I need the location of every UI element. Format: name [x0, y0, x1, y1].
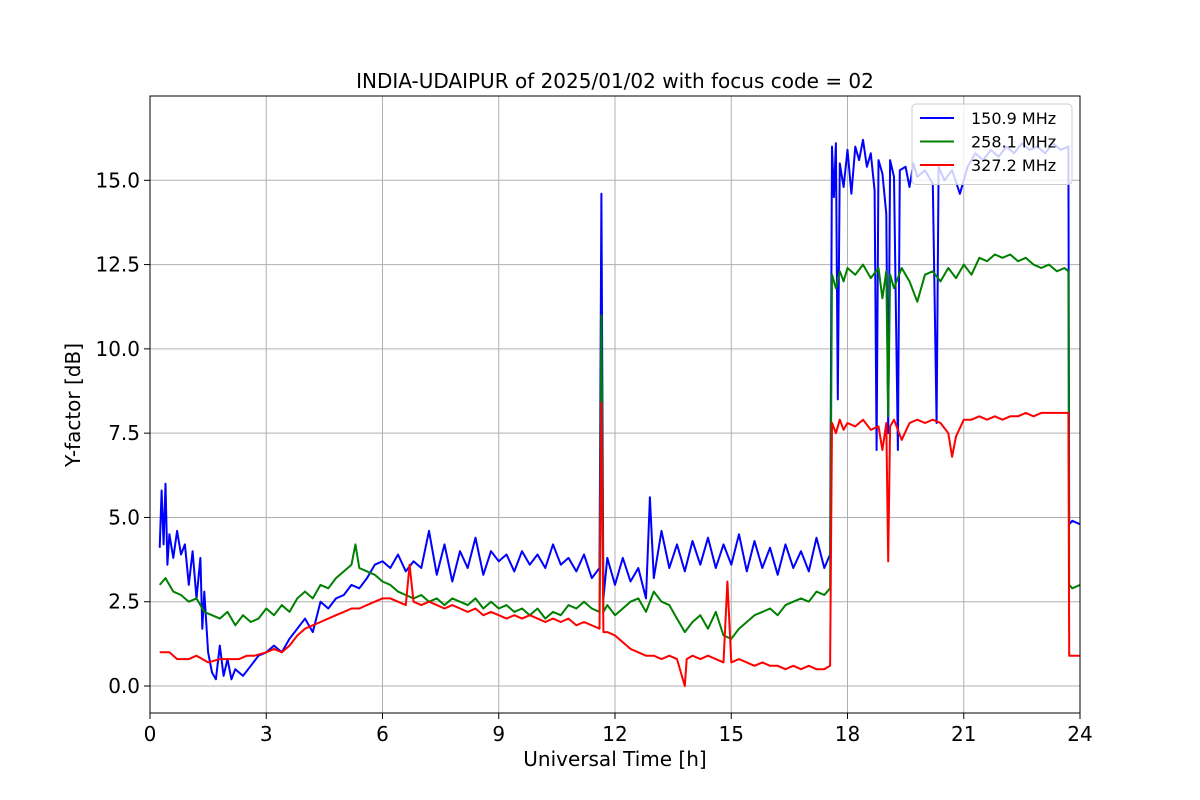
- y-tick-label: 15.0: [95, 168, 140, 192]
- x-tick-label: 12: [602, 722, 627, 746]
- legend-label: 150.9 MHz: [971, 109, 1056, 128]
- y-tick-label: 10.0: [95, 337, 140, 361]
- x-tick-label: 18: [835, 722, 860, 746]
- series-line-258-1-mhz: [158, 253, 1080, 640]
- y-tick-label: 12.5: [95, 253, 140, 277]
- legend-label: 258.1 MHz: [971, 133, 1056, 152]
- x-axis-label: Universal Time [h]: [523, 747, 706, 771]
- y-axis-label: Y-factor [dB]: [61, 343, 85, 468]
- y-tick-label: 5.0: [108, 505, 140, 529]
- legend-label: 327.2 MHz: [971, 156, 1056, 175]
- chart-title: INDIA-UDAIPUR of 2025/01/02 with focus c…: [356, 69, 874, 93]
- y-tick-label: 2.5: [108, 590, 140, 614]
- x-tick-label: 3: [260, 722, 273, 746]
- series-layer: [158, 138, 1080, 687]
- x-axis: 0 3 6 9 12 15 18 21 24: [144, 713, 1093, 746]
- x-tick-label: 21: [951, 722, 976, 746]
- x-tick-label: 6: [376, 722, 389, 746]
- y-axis: 0.0 2.5 5.0 7.5 10.0 12.5 15.0: [95, 168, 150, 698]
- x-tick-label: 0: [144, 722, 157, 746]
- x-tick-label: 24: [1067, 722, 1092, 746]
- y-tick-label: 0.0: [108, 674, 140, 698]
- series-line-327-2-mhz: [159, 401, 1080, 687]
- x-tick-label: 15: [719, 722, 744, 746]
- legend: 150.9 MHz 258.1 MHz 327.2 MHz: [911, 103, 1073, 185]
- x-tick-label: 9: [492, 722, 505, 746]
- series-line-150-9-mhz: [158, 138, 1080, 681]
- y-tick-label: 7.5: [108, 421, 140, 445]
